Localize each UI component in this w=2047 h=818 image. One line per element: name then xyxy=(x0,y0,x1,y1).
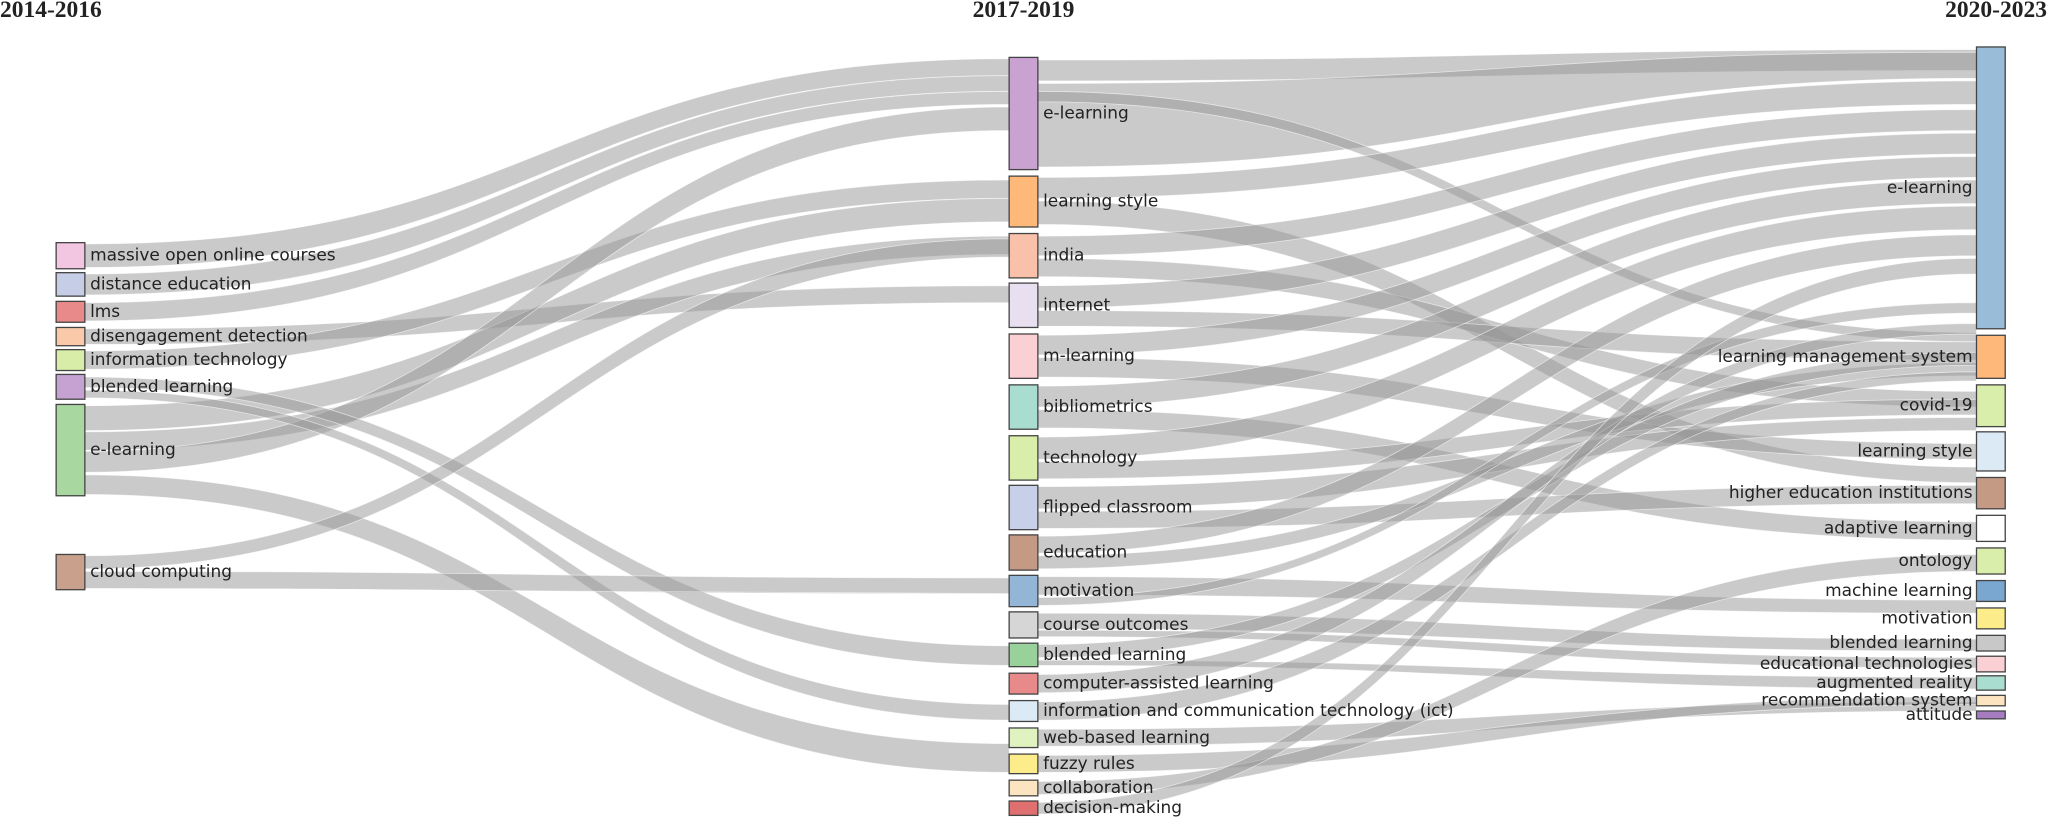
node xyxy=(1008,435,1039,481)
node-label: decision-making xyxy=(1043,797,1182,817)
node-label: information and communication technology… xyxy=(1043,700,1454,720)
node xyxy=(55,373,86,400)
node xyxy=(1008,384,1039,430)
node-label: adaptive learning xyxy=(1824,517,1973,537)
node-label: blended learning xyxy=(90,376,233,396)
node-label: e-learning xyxy=(90,439,176,459)
node xyxy=(1975,476,2006,510)
node xyxy=(1975,514,2006,543)
node-label: india xyxy=(1043,245,1084,265)
node-label: computer-assisted learning xyxy=(1043,673,1274,693)
node-label: distance education xyxy=(90,273,251,293)
node xyxy=(1008,534,1039,571)
node xyxy=(55,242,86,270)
node-label: recommendation system xyxy=(1761,690,1972,710)
node xyxy=(1975,547,2006,575)
node-label: learning management system xyxy=(1718,346,1973,366)
node xyxy=(55,272,86,297)
node-label: higher education institutions xyxy=(1729,482,1973,502)
node-label: blended learning xyxy=(1829,632,1972,652)
node-label: bibliometrics xyxy=(1043,396,1152,416)
node xyxy=(1975,431,2006,472)
node-label: technology xyxy=(1043,447,1137,467)
node-label: education xyxy=(1043,542,1127,562)
node-label: information technology xyxy=(90,349,287,369)
node xyxy=(1008,727,1039,749)
node xyxy=(1008,672,1039,695)
node-label: ontology xyxy=(1899,550,1973,570)
node xyxy=(55,348,86,372)
node-label: learning style xyxy=(1043,191,1158,211)
node xyxy=(1008,175,1039,228)
node xyxy=(55,403,86,497)
node xyxy=(1008,484,1039,531)
node xyxy=(1008,753,1039,775)
node xyxy=(1975,675,2006,691)
node-label: web-based learning xyxy=(1043,727,1210,747)
node-label: course outcomes xyxy=(1043,614,1188,634)
node xyxy=(1008,611,1039,639)
node xyxy=(1975,579,2006,603)
node xyxy=(1975,334,2006,379)
node-label: covid-19 xyxy=(1900,395,1973,415)
node xyxy=(1975,710,2006,720)
node xyxy=(1008,232,1039,279)
node-label: fuzzy rules xyxy=(1043,753,1135,773)
node-label: collaboration xyxy=(1043,777,1154,797)
node xyxy=(1975,694,2006,707)
flow-band xyxy=(1037,323,1977,694)
node-label: cloud computing xyxy=(90,561,232,581)
column-header: 2017-2019 xyxy=(973,0,1075,23)
node xyxy=(1008,642,1039,668)
node xyxy=(1975,384,2006,428)
node-label: blended learning xyxy=(1043,644,1186,664)
node xyxy=(1975,46,2006,330)
node-label: learning style xyxy=(1857,440,1972,460)
node xyxy=(1008,333,1039,379)
node-label: motivation xyxy=(1881,607,1972,627)
node-label: massive open online courses xyxy=(90,245,336,265)
node xyxy=(1975,634,2006,652)
node-label: educational technologies xyxy=(1760,653,1973,673)
node xyxy=(1008,779,1039,797)
node xyxy=(55,300,86,323)
flow-band xyxy=(1037,371,1977,721)
node-label: internet xyxy=(1043,294,1110,314)
node xyxy=(1975,655,2006,673)
node xyxy=(1008,282,1039,329)
links xyxy=(84,49,1977,815)
node-label: flipped classroom xyxy=(1043,497,1192,517)
column-header: 2014-2016 xyxy=(0,0,102,23)
node xyxy=(1008,56,1039,171)
node xyxy=(55,553,86,591)
node-label: augmented reality xyxy=(1816,672,1972,692)
node-label: e-learning xyxy=(1887,177,1973,197)
node-label: attitude xyxy=(1906,704,1973,724)
node xyxy=(1008,574,1039,608)
node-label: m-learning xyxy=(1043,345,1135,365)
node-label: motivation xyxy=(1043,580,1134,600)
node-label: lms xyxy=(90,301,120,321)
column-header: 2020-2023 xyxy=(1945,0,2047,23)
node xyxy=(1008,800,1039,817)
node-label: machine learning xyxy=(1825,580,1972,600)
node xyxy=(55,326,86,347)
node xyxy=(1975,607,2006,630)
node-label: disengagement detection xyxy=(90,326,308,346)
node-label: e-learning xyxy=(1043,103,1129,123)
node xyxy=(1008,699,1039,723)
